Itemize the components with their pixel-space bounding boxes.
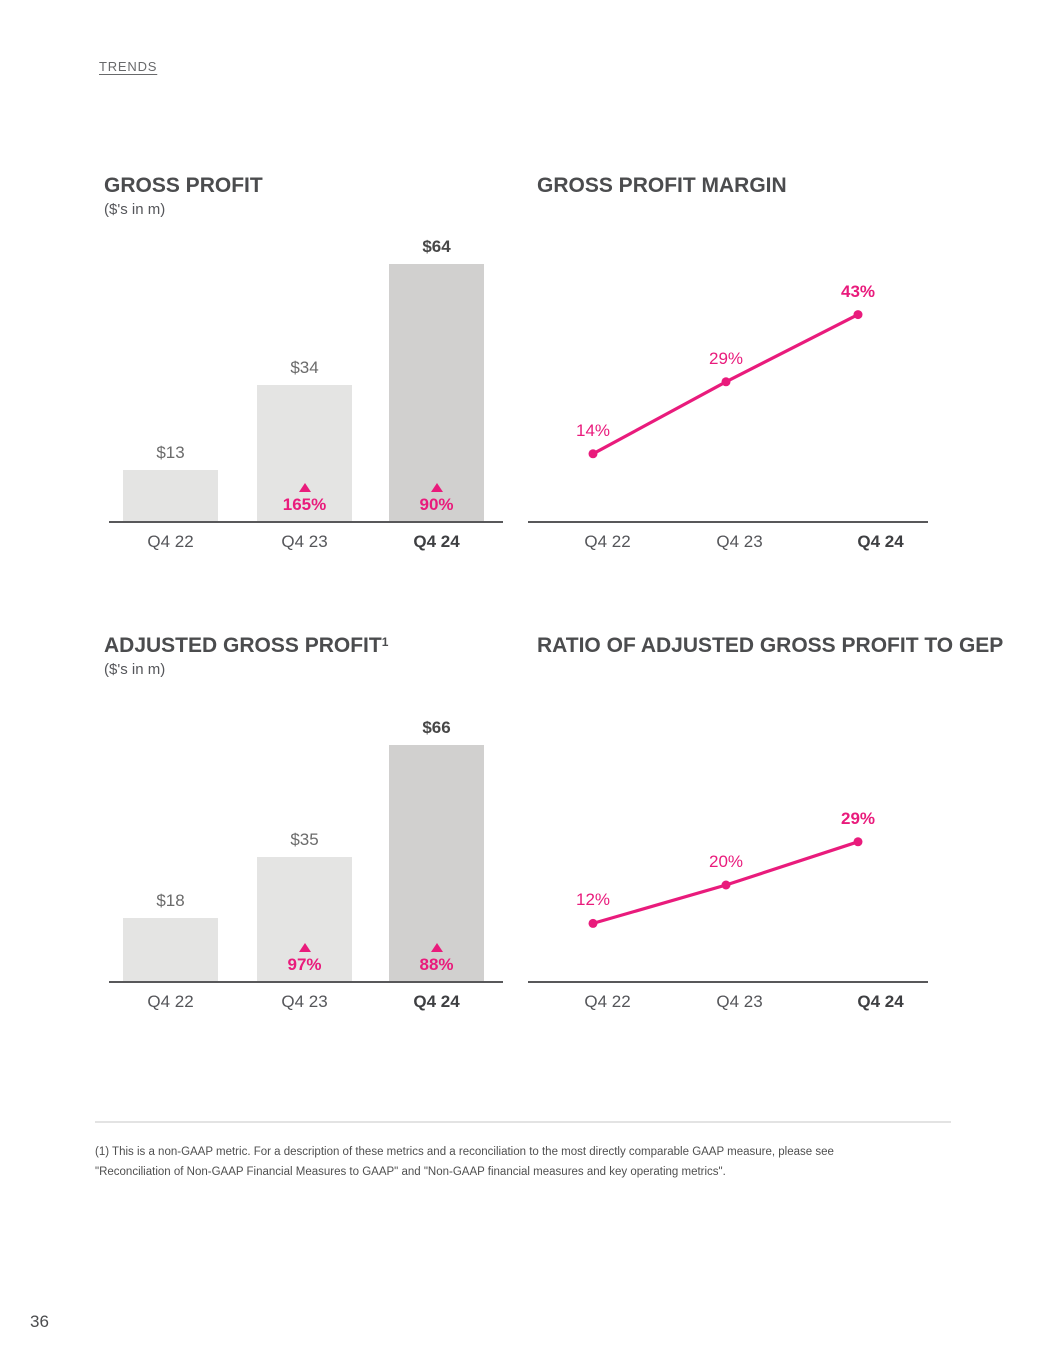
footnote-line-1: (1) This is a non-GAAP metric. For a des… [95, 1146, 834, 1158]
category-label: Q4 24 [413, 992, 460, 1011]
point-value-label: 29% [708, 348, 744, 368]
gross-profit-margin-line-chart: GROSS PROFIT MARGIN 14% 29% 43% Q4 22 Q4… [528, 168, 956, 578]
growth-marker: 97% [257, 943, 352, 975]
bar-q4-22 [123, 470, 218, 523]
bar-q4-23: 165% [257, 385, 352, 523]
section-label-trends: TRENDS [99, 59, 158, 74]
point-value-label: 20% [708, 852, 744, 871]
category-label: Q4 22 [147, 532, 194, 551]
bar-q4-22 [123, 918, 218, 983]
bar-group-q4-24: $66 88% [389, 718, 484, 983]
bar-q4-24: 88% [389, 745, 484, 983]
x-axis-line [528, 521, 928, 523]
bar-q4-24: 90% [389, 263, 484, 523]
category-label: Q4 22 [147, 992, 194, 1011]
category-label: Q4 23 [716, 532, 763, 551]
triangle-up-icon [430, 943, 443, 952]
growth-percent-label: 88% [419, 955, 454, 974]
gross-profit-bar-chart: GROSS PROFIT ($'s in m) $13 $34 165% $64 [95, 168, 523, 578]
chart-title: GROSS PROFIT MARGIN [537, 174, 787, 197]
category-label: Q4 23 [716, 992, 763, 1011]
growth-percent-label: 97% [287, 955, 322, 974]
triangle-up-icon [298, 483, 311, 492]
growth-percent-label: 90% [419, 495, 454, 514]
category-label: Q4 22 [584, 532, 631, 551]
footnote-line-2: "Reconciliation of Non-GAAP Financial Me… [95, 1166, 726, 1179]
x-axis-line [109, 981, 503, 983]
data-point-q4-22 [588, 449, 598, 459]
category-label: Q4 24 [413, 532, 460, 551]
footnote-reference: 1 [381, 635, 389, 649]
growth-marker: 165% [257, 483, 352, 515]
point-value-label: 29% [840, 808, 876, 828]
bar-plot-area: $13 $34 165% $64 90% [95, 168, 523, 578]
bar-group-q4-22: $13 [123, 443, 218, 523]
ratio-adjusted-gross-profit-line-chart: RATIO OF ADJUSTED GROSS PROFIT TO GEP 12… [528, 628, 1003, 1038]
bar-group-q4-22: $18 [123, 891, 218, 983]
bar-plot-area: $18 $35 97% $66 88% [95, 628, 523, 1038]
category-label: Q4 24 [857, 992, 904, 1011]
footnote-divider [95, 1121, 951, 1123]
point-value-label: 43% [840, 281, 876, 301]
x-axis-line [528, 981, 928, 983]
triangle-up-icon [298, 943, 311, 952]
trend-line-graphic [588, 310, 863, 459]
data-point-q4-23 [721, 377, 731, 387]
data-point-q4-24 [853, 310, 863, 320]
growth-marker: 90% [389, 483, 484, 515]
bar-group-q4-23: $35 97% [257, 830, 352, 983]
x-axis-line [109, 521, 503, 523]
chart-subtitle: ($'s in m) [104, 661, 166, 678]
chart-title: ADJUSTED GROSS PROFIT1 [104, 634, 389, 657]
category-label: Q4 22 [584, 992, 631, 1011]
triangle-up-icon [430, 483, 443, 492]
bar-group-q4-23: $34 165% [257, 358, 352, 523]
category-label: Q4 24 [857, 532, 904, 551]
bar-value-label: $64 [422, 236, 451, 256]
page-number: 36 [30, 1312, 49, 1331]
bar-value-label: $13 [156, 443, 185, 463]
chart-title: GROSS PROFIT [104, 174, 263, 197]
bar-q4-23: 97% [257, 857, 352, 983]
growth-percent-label: 165% [282, 495, 327, 514]
growth-marker: 88% [389, 943, 484, 975]
line-plot-area: 14% 29% 43% Q4 22 Q4 23 Q4 24 [528, 168, 956, 578]
category-label: Q4 23 [281, 532, 328, 551]
trend-line-graphic [588, 837, 863, 928]
point-value-label: 12% [575, 890, 611, 910]
line-plot-area: 12% 20% 29% Q4 22 Q4 23 Q4 24 [528, 628, 968, 1038]
category-label: Q4 23 [281, 992, 328, 1011]
data-point-q4-23 [721, 880, 731, 890]
point-value-label: 14% [575, 420, 611, 440]
bar-group-q4-24: $64 90% [389, 237, 484, 523]
bar-value-label: $34 [290, 358, 319, 378]
bar-value-label: $35 [290, 830, 319, 849]
adjusted-gross-profit-bar-chart: ADJUSTED GROSS PROFIT1 ($'s in m) $18 $3… [95, 628, 523, 1038]
footnote: (1) This is a non-GAAP metric. For a des… [95, 1142, 895, 1182]
chart-title: RATIO OF ADJUSTED GROSS PROFIT TO GEP [537, 634, 1004, 657]
data-point-q4-24 [853, 837, 863, 847]
bar-value-label: $18 [156, 891, 185, 911]
data-point-q4-22 [588, 918, 598, 928]
chart-subtitle: ($'s in m) [104, 201, 166, 218]
bar-value-label: $66 [422, 718, 451, 738]
